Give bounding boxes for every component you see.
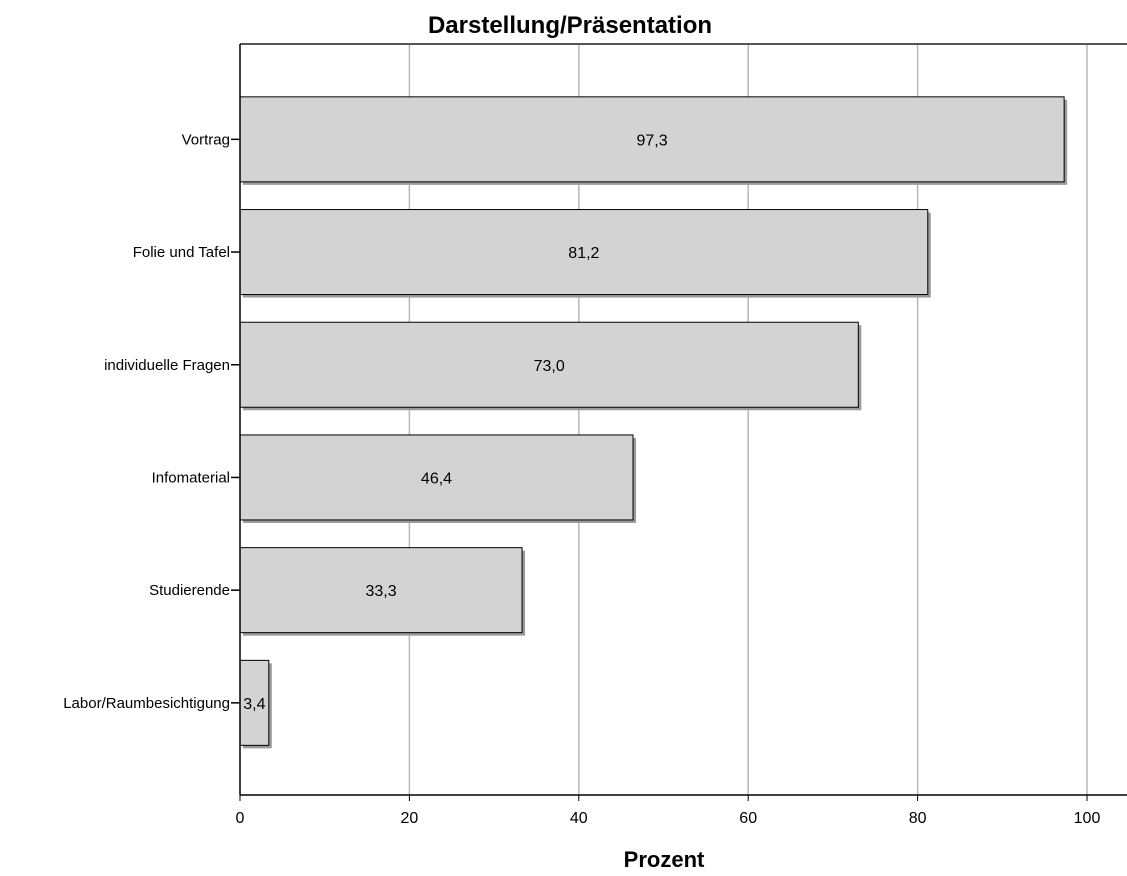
- category-label-0: Vortrag: [182, 131, 230, 148]
- x-tick-label-60: 60: [739, 810, 757, 827]
- data-label-5: 3,4: [243, 696, 265, 713]
- data-label-1: 81,2: [568, 245, 599, 262]
- axes: 0 20 40 60 80 100: [231, 43, 1127, 827]
- category-label-1: Folie und Tafel: [133, 244, 230, 261]
- category-label-5: Labor/Raumbesichtigung: [63, 695, 230, 712]
- bar-1: [239, 209, 929, 296]
- bar-4: [239, 547, 523, 634]
- data-label-0: 97,3: [636, 132, 667, 149]
- category-label-3: Infomaterial: [152, 469, 230, 486]
- x-axis-label: Prozent: [623, 847, 705, 872]
- data-label-2: 73,0: [534, 358, 565, 375]
- data-label-4: 33,3: [365, 583, 396, 600]
- bar-5: [239, 659, 270, 746]
- x-tick-label-100: 100: [1074, 810, 1101, 827]
- bar-0: [239, 96, 1065, 183]
- labels: Vortrag 97,3 Folie und Tafel 81,2 individuel…: [63, 131, 668, 713]
- x-tick-label-80: 80: [909, 810, 927, 827]
- x-tick-label-0: 0: [236, 810, 245, 827]
- x-tick-label-40: 40: [570, 810, 588, 827]
- chart-title: Darstellung/Präsentation: [427, 12, 713, 39]
- category-label-4: Studierende: [149, 582, 230, 599]
- data-label-3: 46,4: [421, 470, 452, 487]
- x-tick-label-20: 20: [401, 810, 419, 827]
- bar-3: [239, 434, 634, 521]
- bars: [239, 96, 1068, 749]
- category-label-2: individuelle Fragen: [104, 357, 230, 374]
